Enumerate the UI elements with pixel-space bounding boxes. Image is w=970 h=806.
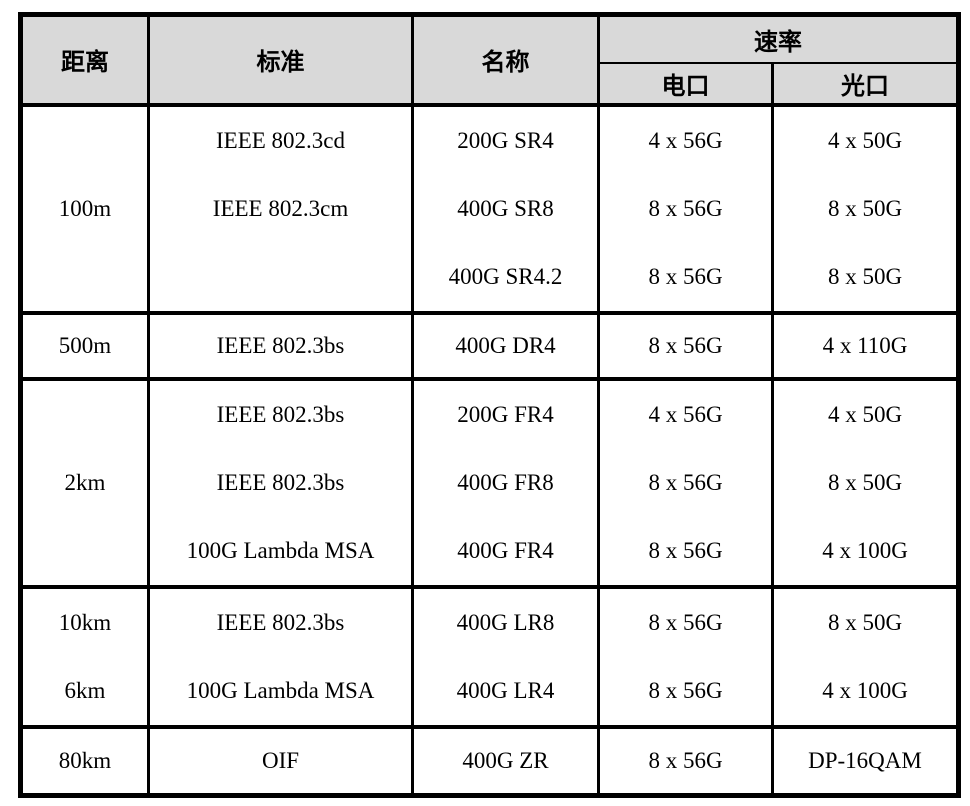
optical-rate-value: 8 x 50G [827, 263, 903, 289]
standard-cell: IEEE 802.3bs [147, 310, 414, 381]
standard-value: IEEE 802.3bs [216, 609, 345, 635]
distance-cell: 80km [19, 724, 150, 797]
standard-cell: IEEE 802.3bs IEEE 802.3bs 100G Lambda MS… [147, 376, 414, 589]
electrical-rate-value: 4 x 56G [648, 127, 723, 153]
name-value: 200G SR4 [457, 127, 554, 153]
optical-rate-value: 4 x 100G [822, 677, 908, 703]
standard-value: 100G Lambda MSA [186, 537, 375, 563]
distance-value: 10km [58, 609, 112, 635]
header-row-top: 距离 标准 名称 速率 [19, 12, 960, 107]
header-row-sub: 电口 光口 [21, 61, 960, 107]
standard-cell: IEEE 802.3bs 100G Lambda MSA [147, 584, 414, 729]
header-rate: 速率 [597, 12, 960, 64]
standard-value: IEEE 802.3bs [216, 469, 345, 495]
table-row-group-10km-6km: 10km 6km IEEE 802.3bs 100G Lambda MSA 40… [19, 584, 960, 729]
header-name: 名称 [411, 12, 600, 107]
standard-value: 100G Lambda MSA [186, 677, 375, 703]
optical-rate-value: 8 x 50G [827, 469, 903, 495]
header-standard: 标准 [147, 12, 414, 107]
transceiver-standards-table: 距离 标准 名称 速率 电口 光口 100m IEEE 802.3cd IEEE… [18, 12, 961, 798]
name-cell: 200G SR4 400G SR8 400G SR4.2 [411, 102, 600, 315]
optical-rate-cell: DP-16QAM [771, 724, 960, 797]
standard-value [152, 243, 410, 309]
electrical-rate-value: 8 x 56G [648, 537, 723, 563]
electrical-rate-value: 4 x 56G [648, 401, 723, 427]
table-row-group-500m: 500m IEEE 802.3bs 400G DR4 8 x 56G 4 x 1… [19, 310, 960, 381]
header-distance: 距离 [19, 12, 150, 107]
distance-cell: 2km [19, 376, 150, 589]
name-value: 400G SR8 [457, 195, 554, 221]
distance-cell: 100m [19, 102, 150, 315]
standard-value: IEEE 802.3cd [215, 127, 345, 153]
table-row-group-2km: 2km IEEE 802.3bs IEEE 802.3bs 100G Lambd… [19, 376, 960, 589]
electrical-rate-cell: 4 x 56G 8 x 56G 8 x 56G [597, 102, 774, 315]
name-value: 400G SR4.2 [448, 263, 563, 289]
header-rate-optical: 光口 [771, 61, 960, 107]
name-cell: 400G LR8 400G LR4 [411, 584, 600, 729]
distance-value: 6km [64, 677, 106, 703]
electrical-rate-cell: 8 x 56G [597, 310, 774, 381]
optical-rate-value: 8 x 50G [827, 609, 903, 635]
electrical-rate-value: 8 x 56G [648, 469, 723, 495]
distance-value: 2km [64, 469, 106, 495]
standard-value: IEEE 802.3bs [216, 401, 345, 427]
electrical-rate-cell: 8 x 56G [597, 724, 774, 797]
optical-rate-cell: 4 x 50G 8 x 50G 4 x 100G [771, 376, 960, 589]
distance-cell: 10km 6km [19, 584, 150, 729]
name-cell: 400G DR4 [411, 310, 600, 381]
standard-cell: IEEE 802.3cd IEEE 802.3cm [147, 102, 414, 315]
name-value: 400G LR4 [456, 677, 555, 703]
electrical-rate-value: 8 x 56G [648, 263, 723, 289]
name-value: 400G FR8 [457, 469, 554, 495]
transceiver-standards-table-wrap: 距离 标准 名称 速率 电口 光口 100m IEEE 802.3cd IEEE… [18, 12, 961, 798]
standard-value: IEEE 802.3cm [212, 195, 349, 221]
electrical-rate-value: 8 x 56G [648, 677, 723, 703]
electrical-rate-cell: 8 x 56G 8 x 56G [597, 584, 774, 729]
name-value: 200G FR4 [457, 401, 554, 427]
name-value: 400G LR8 [456, 609, 555, 635]
name-cell: 200G FR4 400G FR8 400G FR4 [411, 376, 600, 589]
distance-cell: 500m [19, 310, 150, 381]
name-cell: 400G ZR [411, 724, 600, 797]
header-rate-electrical: 电口 [597, 61, 774, 107]
optical-rate-value: 4 x 100G [822, 537, 908, 563]
optical-rate-cell: 8 x 50G 4 x 100G [771, 584, 960, 729]
electrical-rate-value: 8 x 56G [648, 609, 723, 635]
optical-rate-cell: 4 x 50G 8 x 50G 8 x 50G [771, 102, 960, 315]
table-row-group-80km: 80km OIF 400G ZR 8 x 56G DP-16QAM [19, 724, 960, 797]
table-row-group-100m: 100m IEEE 802.3cd IEEE 802.3cm 200G SR4 … [19, 102, 960, 315]
optical-rate-value: 4 x 50G [827, 401, 903, 427]
distance-value: 100m [58, 195, 112, 221]
name-value: 400G FR4 [457, 537, 554, 563]
electrical-rate-value: 8 x 56G [648, 195, 723, 221]
optical-rate-value: 8 x 50G [827, 195, 903, 221]
electrical-rate-cell: 4 x 56G 8 x 56G 8 x 56G [597, 376, 774, 589]
standard-cell: OIF [147, 724, 414, 797]
optical-rate-cell: 4 x 110G [771, 310, 960, 381]
optical-rate-value: 4 x 50G [827, 127, 903, 153]
